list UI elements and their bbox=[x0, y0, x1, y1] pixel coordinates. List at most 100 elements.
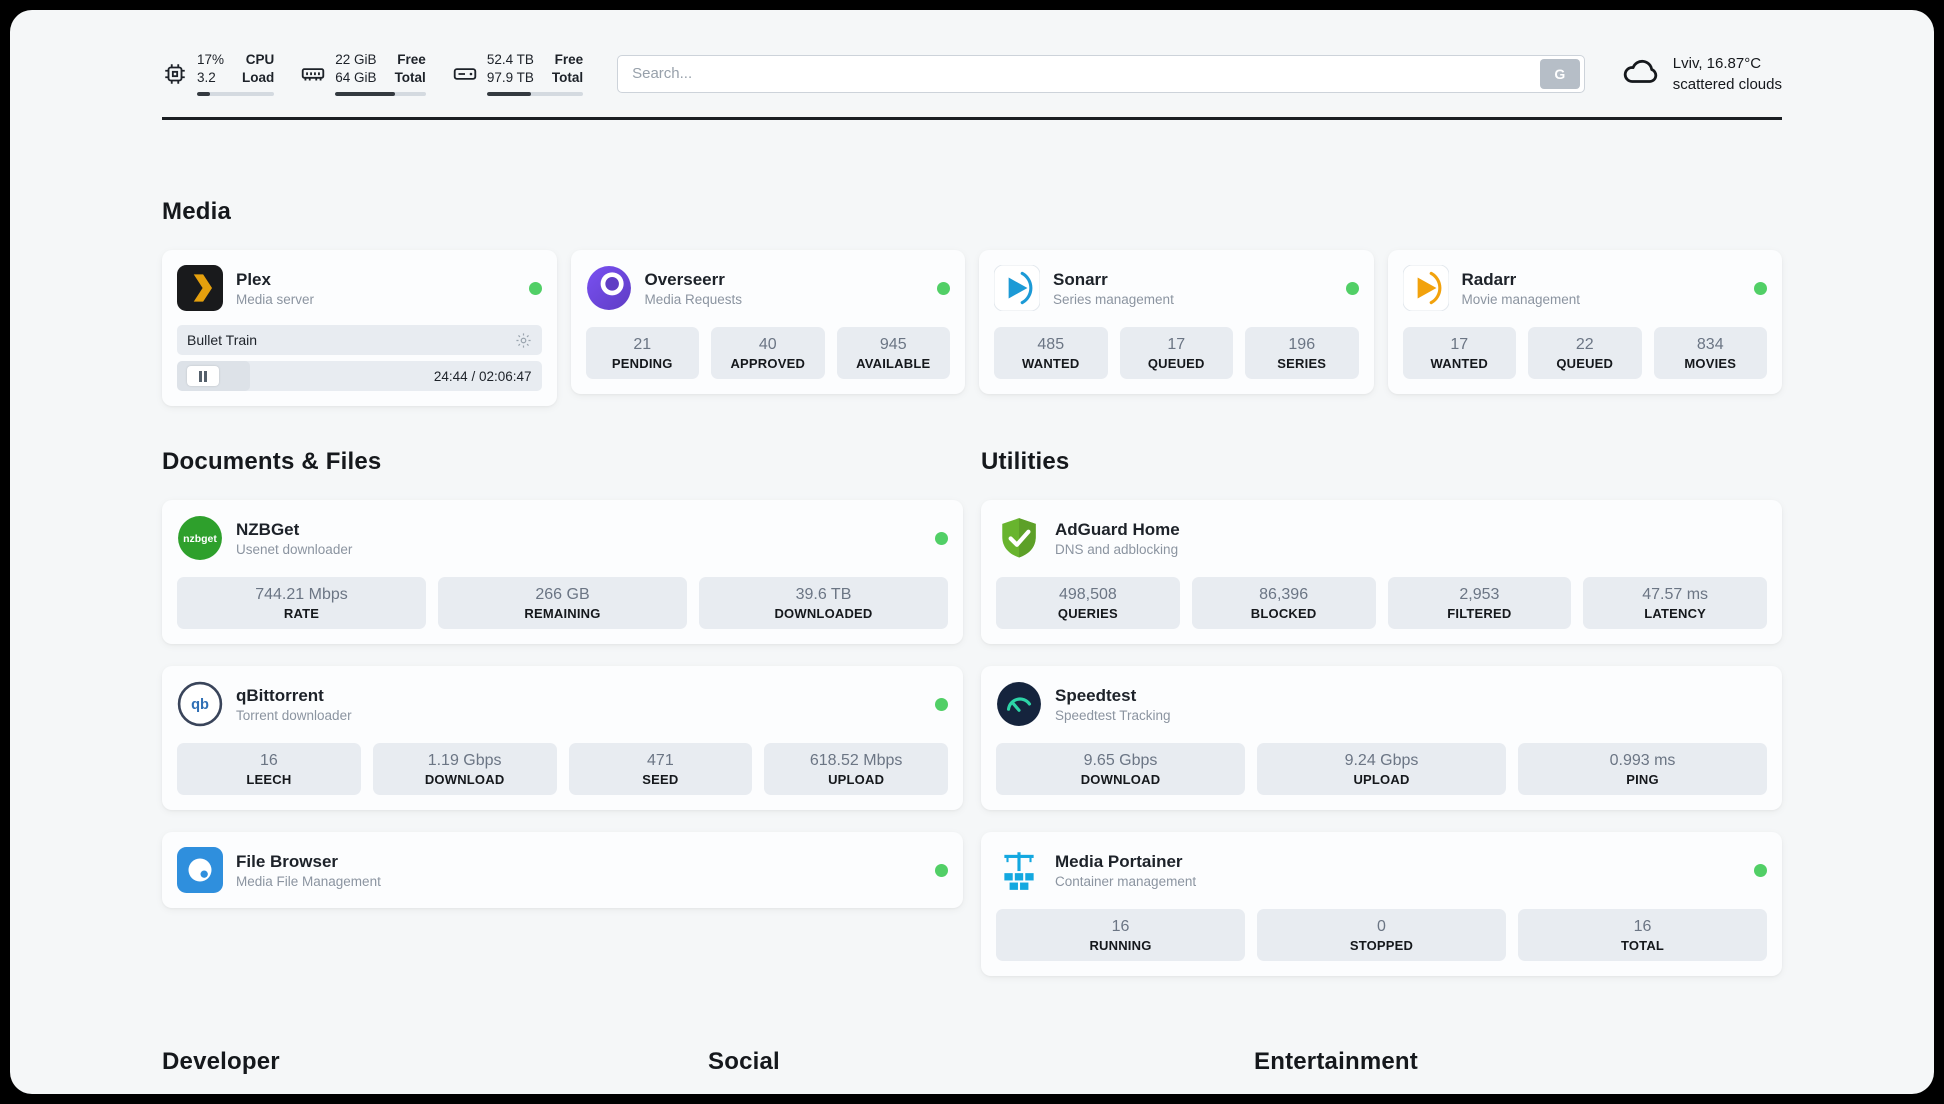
app-desc: Container management bbox=[1055, 873, 1197, 889]
search-bar: G bbox=[617, 54, 1585, 93]
stat-box: 485 WANTED bbox=[994, 327, 1108, 379]
dashboard-page: 17% CPU 3.2 Load bbox=[10, 10, 1934, 1094]
app-name: Overseerr bbox=[644, 269, 725, 289]
stat-value: 86,396 bbox=[1259, 586, 1309, 603]
stat-label: QUEUED bbox=[1147, 356, 1205, 371]
stat-label: QUERIES bbox=[1057, 606, 1118, 621]
app-desc: Speedtest Tracking bbox=[1055, 707, 1171, 723]
settings-gear-icon[interactable] bbox=[515, 332, 532, 349]
bookmarks-social: Social LI LinkedIn linkedin.com TW Twitt… bbox=[708, 1048, 1236, 1094]
stat-value: 9.24 Gbps bbox=[1344, 752, 1419, 769]
playback-time: 24:44 / 02:06:47 bbox=[433, 368, 532, 384]
status-dot bbox=[1754, 863, 1767, 877]
ram-icon bbox=[300, 61, 326, 87]
disk-total-value: 97.9 TB bbox=[486, 70, 534, 85]
stat-box: 17 QUEUED bbox=[1119, 327, 1233, 379]
stat-box: 47.57 ms LATENCY bbox=[1583, 577, 1767, 629]
stat-value: 498,508 bbox=[1058, 586, 1117, 603]
ram-widget: 22 GiB Free 64 GiB Total bbox=[300, 51, 426, 96]
disk-total-label: Total bbox=[551, 70, 584, 85]
bookmarks-entertainment: Entertainment YT YouTube youtube.com NF … bbox=[1254, 1048, 1782, 1094]
disk-free-value: 52.4 TB bbox=[486, 52, 534, 68]
app-card-portainer[interactable]: Media Portainer Container management 16 … bbox=[981, 832, 1782, 976]
app-desc: Movie management bbox=[1461, 291, 1581, 307]
adguard-icon bbox=[996, 515, 1042, 561]
app-card-radarr[interactable]: Radarr Movie management 17 WANTED 22 QUE… bbox=[1387, 250, 1782, 394]
stat-label: DOWNLOADED bbox=[774, 606, 873, 621]
app-card-filebrowser[interactable]: File Browser Media File Management bbox=[162, 832, 963, 908]
stat-label: LEECH bbox=[246, 772, 292, 787]
app-desc: Media Requests bbox=[644, 291, 743, 307]
pause-icon bbox=[199, 370, 207, 382]
status-dot bbox=[935, 697, 948, 711]
stat-box: 0 STOPPED bbox=[1257, 909, 1506, 961]
section-title-media: Media bbox=[162, 198, 232, 225]
stat-value: 1.19 Gbps bbox=[427, 752, 502, 769]
stat-box: 471 SEED bbox=[568, 743, 753, 795]
section-title-social: Social bbox=[708, 1048, 780, 1075]
portainer-icon bbox=[996, 847, 1042, 893]
stat-box: 86,396 BLOCKED bbox=[1191, 577, 1376, 629]
app-name: Radarr bbox=[1461, 269, 1517, 289]
stat-value: 17 bbox=[1167, 336, 1186, 353]
stat-label: WANTED bbox=[1430, 356, 1489, 371]
seek-bar[interactable]: 24:44 / 02:06:47 bbox=[177, 361, 542, 391]
stat-value: 471 bbox=[647, 752, 674, 769]
stat-value: 47.57 ms bbox=[1642, 586, 1709, 603]
stat-value: 40 bbox=[758, 336, 777, 353]
app-desc: Series management bbox=[1053, 291, 1174, 307]
stat-label: FILTERED bbox=[1447, 606, 1512, 621]
documents-column: Documents & Files nzbget NZBGet Usenet d bbox=[162, 448, 963, 908]
svg-text:nzbget: nzbget bbox=[183, 534, 217, 545]
app-card-plex[interactable]: Plex Media server Bullet Train bbox=[162, 250, 557, 406]
stat-box: 498,508 QUERIES bbox=[996, 577, 1180, 629]
stat-value: 266 GB bbox=[535, 586, 590, 603]
stat-value: 0.993 ms bbox=[1609, 752, 1676, 769]
ram-total-value: 64 GiB bbox=[335, 70, 377, 85]
status-dot bbox=[935, 863, 948, 877]
status-dot bbox=[935, 531, 948, 545]
bookmarks-developer: Developer GH Github github.com SO StackO… bbox=[162, 1048, 690, 1094]
stat-label: APPROVED bbox=[730, 356, 806, 371]
app-name: Sonarr bbox=[1053, 269, 1108, 289]
app-name: Media Portainer bbox=[1055, 851, 1183, 871]
stat-label: PING bbox=[1626, 772, 1659, 787]
stat-box: 9.24 Gbps UPLOAD bbox=[1257, 743, 1506, 795]
stat-value: 834 bbox=[1696, 336, 1724, 353]
overseerr-icon bbox=[586, 265, 632, 311]
pause-button[interactable] bbox=[187, 366, 219, 386]
stat-box: 16 TOTAL bbox=[1518, 909, 1767, 961]
stat-box: 744.21 Mbps RATE bbox=[177, 577, 426, 629]
stat-label: PENDING bbox=[611, 356, 673, 371]
search-input[interactable] bbox=[617, 54, 1585, 93]
app-card-qbittorrent[interactable]: qb qBittorrent Torrent downloader 16 LEE… bbox=[162, 666, 963, 810]
system-monitor-group: 17% CPU 3.2 Load bbox=[162, 51, 584, 96]
cpu-progress-bar bbox=[197, 91, 275, 96]
stat-label: MOVIES bbox=[1684, 356, 1737, 371]
stat-label: RATE bbox=[283, 606, 320, 621]
stat-value: 744.21 Mbps bbox=[255, 586, 348, 603]
stat-label: WANTED bbox=[1021, 356, 1080, 371]
app-name: File Browser bbox=[236, 851, 339, 871]
stat-value: 16 bbox=[1633, 918, 1652, 935]
stat-box: 21 PENDING bbox=[585, 327, 699, 379]
app-card-overseerr[interactable]: Overseerr Media Requests 21 PENDING 40 A… bbox=[570, 250, 965, 394]
utilities-column: Utilities AdGuard Home bbox=[981, 448, 1782, 976]
weather-location: Lviv, 16.87°C bbox=[1672, 54, 1762, 72]
plex-now-playing: Bullet Train 24:44 / 02:06:47 bbox=[177, 325, 542, 391]
search-engine-button[interactable]: G bbox=[1539, 58, 1580, 89]
stat-label: DOWNLOAD bbox=[1080, 772, 1161, 787]
stat-label: SEED bbox=[642, 772, 679, 787]
app-card-adguard[interactable]: AdGuard Home DNS and adblocking 498,508 … bbox=[981, 500, 1782, 644]
stat-box: 22 QUEUED bbox=[1528, 327, 1642, 379]
app-card-speedtest[interactable]: Speedtest Speedtest Tracking 9.65 Gbps D… bbox=[981, 666, 1782, 810]
app-card-nzbget[interactable]: nzbget NZBGet Usenet downloader 744.21 M… bbox=[162, 500, 963, 644]
sonarr-icon bbox=[994, 265, 1040, 311]
cpu-icon bbox=[162, 61, 188, 87]
speedtest-icon bbox=[996, 681, 1042, 727]
section-title-utilities: Utilities bbox=[981, 448, 1070, 475]
disk-progress-bar bbox=[486, 91, 584, 96]
stat-box: 40 APPROVED bbox=[711, 327, 825, 379]
app-card-sonarr[interactable]: Sonarr Series management 485 WANTED 17 Q… bbox=[979, 250, 1374, 394]
app-desc: Media File Management bbox=[236, 873, 381, 889]
